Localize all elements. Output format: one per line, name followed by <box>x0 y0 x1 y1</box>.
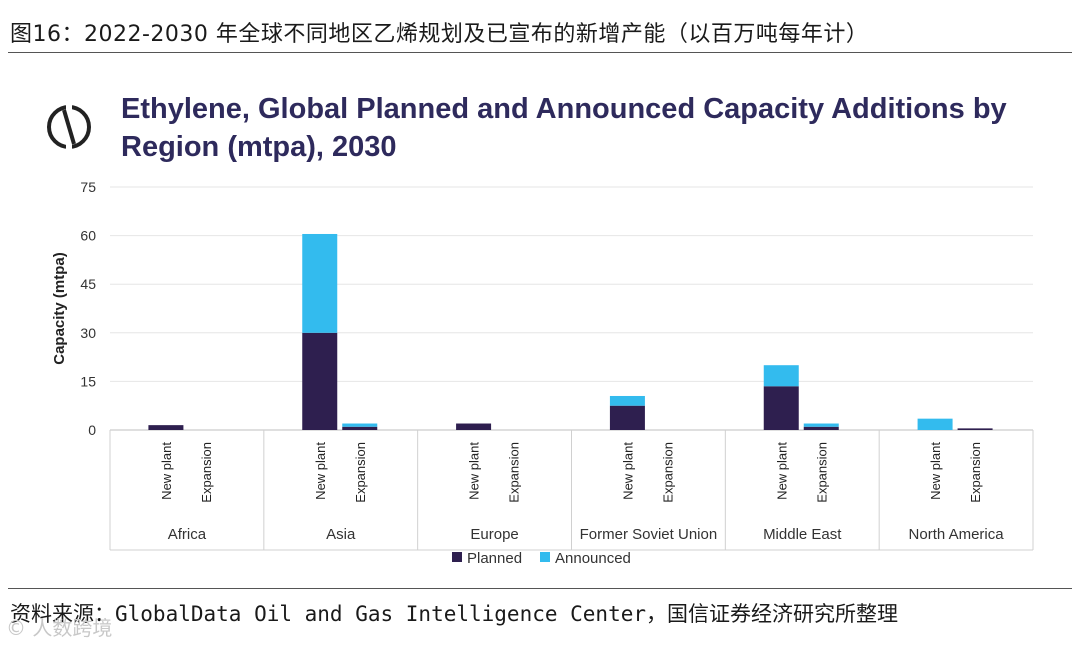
legend-label-planned: Planned <box>467 550 522 567</box>
subcategory-label: New plant <box>620 442 635 500</box>
legend-swatch-planned <box>452 552 462 562</box>
bar-planned-north-america-expansion <box>957 428 993 430</box>
bar-announced-asia-new-plant <box>302 233 338 333</box>
y-tick-label: 0 <box>88 422 96 438</box>
bar-planned-africa-new-plant <box>148 425 184 430</box>
group-label: Middle East <box>763 526 842 543</box>
y-axis-label: Capacity (mtpa) <box>51 252 68 365</box>
y-tick-label: 45 <box>80 276 96 292</box>
legend-swatch-announced <box>540 552 550 562</box>
y-tick-label: 15 <box>80 373 96 389</box>
subcategory-label: Expansion <box>968 442 983 503</box>
bar-announced-asia-expansion <box>342 423 378 427</box>
group-label: Europe <box>470 526 518 543</box>
chart-container: 0 15 30 45 60 75 Capacity (mtpa) New plant Expan… <box>0 60 1080 580</box>
subcategory-label: Expansion <box>814 442 829 503</box>
chart-title: Ethylene, Global Planned and Announced C… <box>121 93 1007 163</box>
subcategory-label: Expansion <box>660 442 675 503</box>
figure-caption: 图16：2022-2030 年全球不同地区乙烯规划及已宣布的新增产能（以百万吨每… <box>10 22 869 47</box>
globaldata-logo-icon <box>44 102 94 156</box>
bar-announced-north-america-new-plant <box>917 418 953 430</box>
bar-planned-asia-expansion <box>342 426 378 430</box>
bar-announced-former-soviet-union-new-plant <box>609 395 645 406</box>
group-label: Africa <box>168 526 207 543</box>
watermark: © 人数跨境 <box>6 616 113 640</box>
bar-planned-asia-new-plant <box>302 332 338 430</box>
subcategory-label: New plant <box>467 442 482 500</box>
legend-label-announced: Announced <box>555 550 631 567</box>
y-tick-label: 60 <box>80 228 96 244</box>
subcategory-label: New plant <box>313 442 328 500</box>
bottom-divider <box>8 588 1072 589</box>
bar-planned-middle-east-new-plant <box>763 386 799 430</box>
bar-announced-middle-east-expansion <box>803 423 839 427</box>
y-tick-label: 75 <box>80 179 96 195</box>
y-tick-label: 30 <box>80 325 96 341</box>
chart-plot: 0 15 30 45 60 75 Capacity (mtpa) New plant Expan… <box>51 179 1034 567</box>
subcategory-label: Expansion <box>507 442 522 503</box>
subcategory-label: Expansion <box>353 442 368 503</box>
bar-planned-middle-east-expansion <box>803 426 839 430</box>
source-note: 资料来源：GlobalData Oil and Gas Intelligence… <box>10 602 899 626</box>
bar-announced-middle-east-new-plant <box>763 365 799 387</box>
group-label: Asia <box>326 526 356 543</box>
subcategory-label: New plant <box>774 442 789 500</box>
subcategory-label: New plant <box>928 442 943 500</box>
bar-planned-former-soviet-union-new-plant <box>609 405 645 430</box>
group-label: North America <box>909 526 1005 543</box>
bar-planned-europe-new-plant <box>456 423 492 430</box>
group-label: Former Soviet Union <box>580 526 718 543</box>
subcategory-label: New plant <box>159 442 174 500</box>
subcategory-label: Expansion <box>199 442 214 503</box>
top-divider <box>8 52 1072 53</box>
